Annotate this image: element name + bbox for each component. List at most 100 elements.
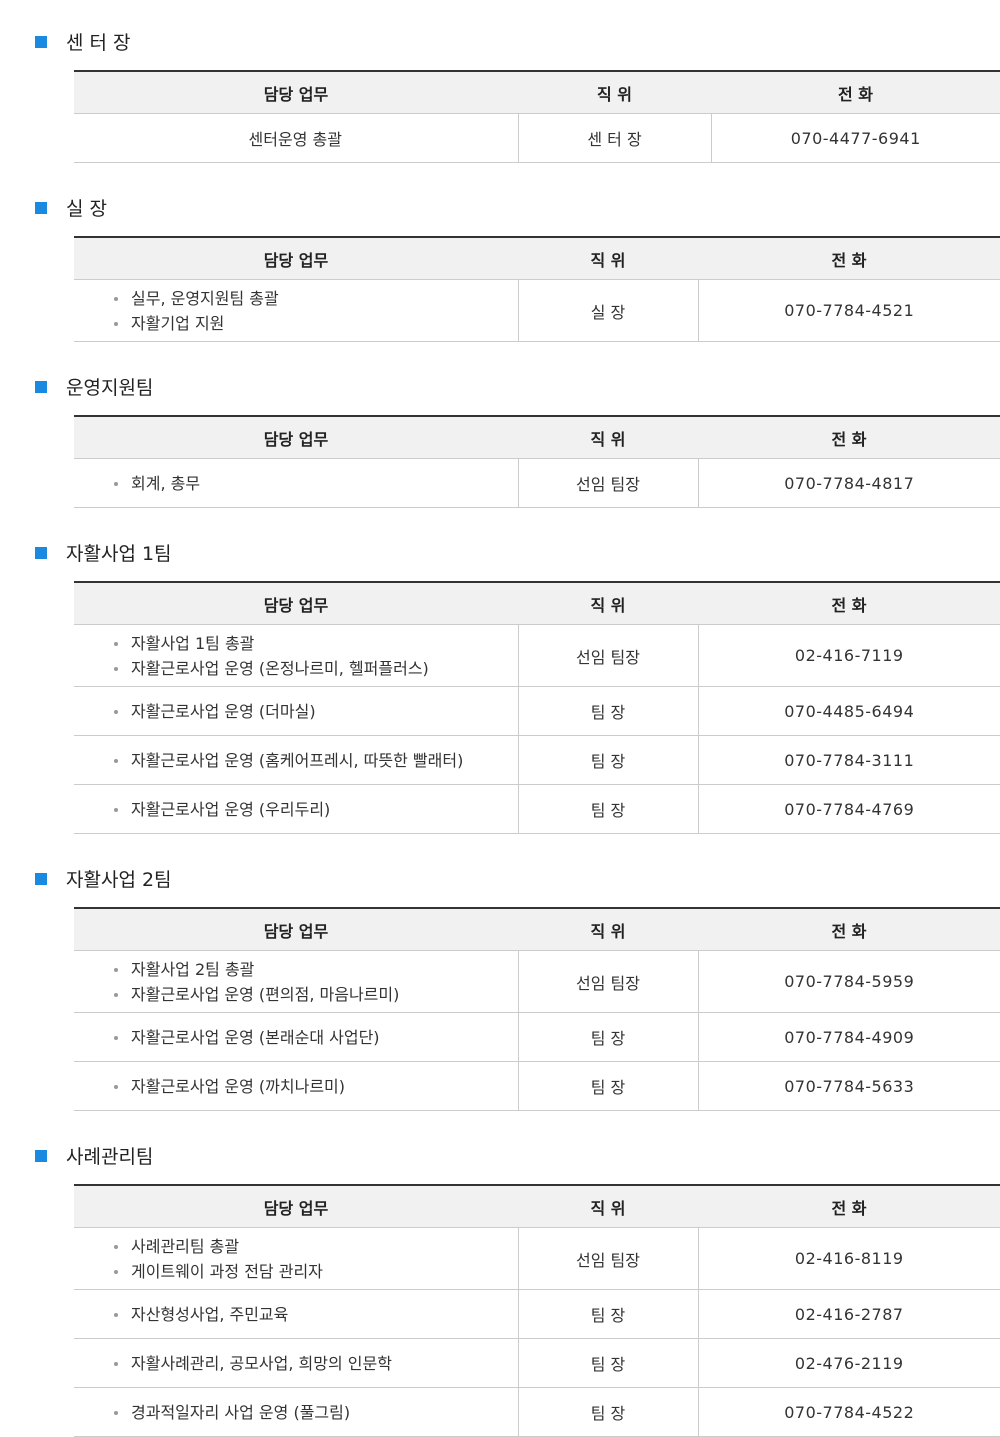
list-item: 자활사업 2팀 총괄 <box>114 957 517 982</box>
position-cell: 팀 장 <box>517 1338 698 1388</box>
position-cell: 실 장 <box>517 279 698 342</box>
duty-cell: 자활사업 1팀 총괄 자활근로사업 운영 (온정나르미, 헬퍼플러스) <box>74 624 518 687</box>
column-header-duty: 담당 업무 <box>74 908 518 951</box>
list-item: 자활근로사업 운영 (홈케어프레시, 따뜻한 빨래터) <box>114 748 517 773</box>
list-item: 자활근로사업 운영 (온정나르미, 헬퍼플러스) <box>114 656 517 681</box>
square-bullet-icon <box>35 36 47 48</box>
duty-list: 자활근로사업 운영 (까치나르미) <box>114 1074 517 1099</box>
list-item: 자활사업 1팀 총괄 <box>114 631 517 656</box>
list-item: 실무, 운영지원팀 총괄 <box>114 286 517 311</box>
position-cell: 선임 팀장 <box>517 950 698 1013</box>
position-cell: 센 터 장 <box>517 113 711 163</box>
square-bullet-icon <box>35 873 47 885</box>
column-header-position: 직 위 <box>518 1185 698 1228</box>
duty-list: 자활사업 1팀 총괄 자활근로사업 운영 (온정나르미, 헬퍼플러스) <box>114 631 517 681</box>
table-row: 자활근로사업 운영 (까치나르미) 팀 장 070-7784-5633 <box>74 1061 1000 1111</box>
table-row: 자활사례관리, 공모사업, 희망의 인문학 팀 장 02-476-2119 <box>74 1338 1000 1388</box>
duty-cell: 센터운영 총괄 <box>74 113 518 163</box>
list-item: 경과적일자리 사업 운영 (풀그림) <box>114 1400 517 1425</box>
position-cell: 팀 장 <box>517 1289 698 1339</box>
duty-list: 자활사업 2팀 총괄 자활근로사업 운영 (편의점, 마음나르미) <box>114 957 517 1007</box>
column-header-position: 직 위 <box>518 582 698 625</box>
square-bullet-icon <box>35 1150 47 1162</box>
list-item: 자산형성사업, 주민교육 <box>114 1302 517 1327</box>
duty-list: 실무, 운영지원팀 총괄 자활기업 지원 <box>114 286 517 336</box>
duty-list: 자활사례관리, 공모사업, 희망의 인문학 <box>114 1351 517 1376</box>
duty-list: 회계, 총무 <box>114 471 517 496</box>
column-header-position: 직 위 <box>518 237 698 280</box>
duty-cell: 자활근로사업 운영 (까치나르미) <box>74 1061 518 1111</box>
list-item: 자활기업 지원 <box>114 311 517 336</box>
list-item: 게이트웨이 과정 전담 관리자 <box>114 1259 517 1284</box>
column-header-duty: 담당 업무 <box>74 237 518 280</box>
square-bullet-icon <box>35 381 47 393</box>
duty-text: 센터운영 총괄 <box>248 130 342 149</box>
phone-cell: 070-4477-6941 <box>710 113 1000 163</box>
duty-cell: 회계, 총무 <box>74 458 518 508</box>
phone-cell: 070-7784-4521 <box>697 279 1000 342</box>
duty-list: 자활근로사업 운영 (우리두리) <box>114 797 517 822</box>
duty-cell: 자활근로사업 운영 (우리두리) <box>74 784 518 834</box>
list-item: 자활근로사업 운영 (더마실) <box>114 699 517 724</box>
list-item: 자활근로사업 운영 (편의점, 마음나르미) <box>114 982 517 1007</box>
phone-cell: 070-7784-5959 <box>697 950 1000 1013</box>
phone-cell: 070-7784-4909 <box>697 1012 1000 1062</box>
column-header-duty: 담당 업무 <box>74 71 518 114</box>
duty-list: 자활근로사업 운영 (더마실) <box>114 699 517 724</box>
section-title: 운영지원팀 <box>0 342 1000 415</box>
table-row: 자활근로사업 운영 (홈케어프레시, 따뜻한 빨래터) 팀 장 070-7784-3… <box>74 735 1000 785</box>
section-title: 자활사업 1팀 <box>0 508 1000 581</box>
phone-cell: 070-7784-4769 <box>697 784 1000 834</box>
duty-cell: 경과적일자리 사업 운영 (풀그림) <box>74 1387 518 1437</box>
position-cell: 팀 장 <box>517 735 698 785</box>
position-cell: 팀 장 <box>517 1061 698 1111</box>
table-row: 자활사업 2팀 총괄 자활근로사업 운영 (편의점, 마음나르미) 선임 팀장 070… <box>74 950 1000 1013</box>
duty-cell: 실무, 운영지원팀 총괄 자활기업 지원 <box>74 279 518 342</box>
column-header-phone: 전 화 <box>698 1185 1000 1228</box>
phone-cell: 02-416-8119 <box>697 1227 1000 1290</box>
phone-cell: 02-476-2119 <box>697 1338 1000 1388</box>
square-bullet-icon <box>35 547 47 559</box>
table-row: 자활사업 1팀 총괄 자활근로사업 운영 (온정나르미, 헬퍼플러스) 선임 팀장 0… <box>74 624 1000 687</box>
duty-cell: 자산형성사업, 주민교육 <box>74 1289 518 1339</box>
table-row: 자활근로사업 운영 (우리두리) 팀 장 070-7784-4769 <box>74 784 1000 834</box>
phone-cell: 070-7784-5633 <box>697 1061 1000 1111</box>
column-header-position: 직 위 <box>518 908 698 951</box>
duty-cell: 자활사업 2팀 총괄 자활근로사업 운영 (편의점, 마음나르미) <box>74 950 518 1013</box>
table-row: 회계, 총무 선임 팀장 070-7784-4817 <box>74 458 1000 508</box>
table-row: 경과적일자리 사업 운영 (풀그림) 팀 장 070-7784-4522 <box>74 1387 1000 1437</box>
duty-list: 사례관리팀 총괄 게이트웨이 과정 전담 관리자 <box>114 1234 517 1284</box>
column-header-phone: 전 화 <box>698 908 1000 951</box>
position-cell: 팀 장 <box>517 1387 698 1437</box>
table-row: 자활근로사업 운영 (본래순대 사업단) 팀 장 070-7784-4909 <box>74 1012 1000 1062</box>
table-row: 자산형성사업, 주민교육 팀 장 02-416-2787 <box>74 1289 1000 1339</box>
duty-list: 자활근로사업 운영 (홈케어프레시, 따뜻한 빨래터) <box>114 748 517 773</box>
column-header-phone: 전 화 <box>698 582 1000 625</box>
phone-cell: 070-7784-4522 <box>697 1387 1000 1437</box>
column-header-duty: 담당 업무 <box>74 416 518 459</box>
table-row: 센터운영 총괄 센 터 장 070-4477-6941 <box>74 113 1000 163</box>
duty-cell: 자활근로사업 운영 (홈케어프레시, 따뜻한 빨래터) <box>74 735 518 785</box>
table-row: 자활근로사업 운영 (더마실) 팀 장 070-4485-6494 <box>74 686 1000 736</box>
section-title-text: 자활사업 2팀 <box>66 869 172 891</box>
section-title-text: 실 장 <box>66 198 107 220</box>
position-cell: 선임 팀장 <box>517 1227 698 1290</box>
column-header-position: 직 위 <box>518 416 698 459</box>
phone-cell: 070-4485-6494 <box>697 686 1000 736</box>
duty-cell: 자활근로사업 운영 (더마실) <box>74 686 518 736</box>
column-header-phone: 전 화 <box>698 416 1000 459</box>
